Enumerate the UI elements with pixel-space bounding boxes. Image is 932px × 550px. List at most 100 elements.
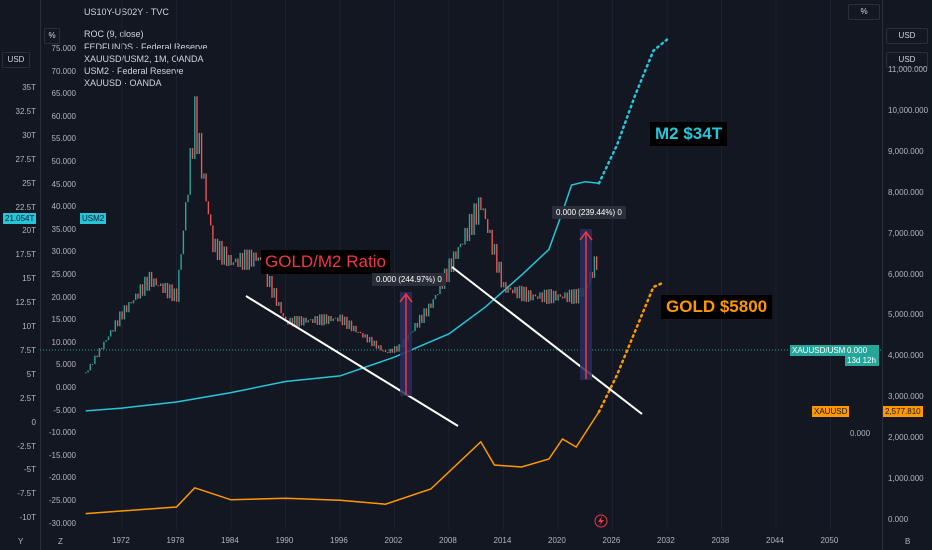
ratio-candle [207,201,210,215]
percent-axis-tick: 35.000 [51,224,76,234]
gold-axis-tick: 8,000.000 [888,187,924,197]
ratio-candle [139,284,141,299]
ratio-candle [160,283,162,286]
ratio-candle [389,348,391,354]
ratio-candle [112,330,114,332]
time-axis-tick: 1972 [112,536,130,545]
ratio-candle [534,294,537,297]
gold-axis-tick: 3,000.000 [888,392,924,402]
lightning-icon[interactable] [594,514,608,528]
m2-axis-tick: -2.5T [17,441,36,451]
ratio-candle [135,293,137,301]
ratio-candle [446,268,448,282]
ratio-candle [141,284,144,296]
ratio-candle [484,208,487,220]
m2-target-label[interactable]: M2 $34T [650,122,728,146]
ratio-candle [537,296,539,299]
ratio-candle [289,317,291,325]
bottom-b-button[interactable]: B [905,537,911,546]
percent-axis-tick: 50.000 [51,157,76,166]
ratio-candle [396,346,398,352]
ratio-candle [130,302,132,304]
ratio-candle [237,258,239,267]
fedfunds-label[interactable]: FEDFUNDS · Federal Reserve [84,42,208,49]
measure-label-1[interactable]: 0.000 (244.97%) 0 [372,273,446,286]
ratio-candle [246,249,248,270]
ratio-candle [119,311,121,327]
xauusd-projection-line[interactable] [597,281,664,414]
ratio-candle [146,276,148,291]
trendline-2[interactable] [451,266,643,415]
gold-axis-tick: 11,000.000 [888,65,928,74]
ratio-candle [203,173,205,179]
ratio-candle [173,288,175,302]
m2-axis-tick: 15T [22,274,36,284]
m2-axis-tick: -10T [19,513,36,523]
ratio-candle [137,293,139,299]
ratio-candle [512,289,514,294]
currency-button-left[interactable]: USD [2,52,30,68]
ratio-candle [382,350,384,352]
ratio-candle [482,208,484,211]
ratio-candle [182,230,185,255]
m2-axis-tick: -7.5T [17,489,36,499]
top-pane-symbol[interactable]: US10Y-US02Y · TVC [84,7,169,17]
percent-axis-tick: 10.000 [51,337,76,347]
ratio-candle [552,290,555,304]
ratio-candle [162,283,164,293]
bottom-z-button[interactable]: Z [58,537,63,546]
usm2-projection-line[interactable] [597,38,669,185]
currency-button-right[interactable]: USD [886,52,928,68]
ratio-candle [132,300,135,304]
ratio-candle [332,318,334,322]
ratio-candle [253,252,255,267]
ratio-candle [125,305,128,313]
percent-axis-tick: 20.000 [51,292,76,302]
main-symbol-label[interactable]: XAUUSD/USM2, 1M, OANDA [84,54,204,64]
percent-scale-button-right[interactable]: % [848,4,880,20]
m2-axis-tick: 20T [22,226,36,236]
ratio-candle [205,173,207,202]
ratio-candle [496,243,498,273]
ratio-candle [101,348,103,350]
ratio-candle [525,286,527,302]
roc-indicator-label[interactable]: ROC (9, close) [84,29,144,39]
gold-m2-ratio-label[interactable]: GOLD/M2 Ratio [261,250,390,274]
ratio-candle [593,256,596,278]
percent-scale-button-left[interactable]: % [44,28,60,44]
percent-axis-tick: 5.000 [55,360,76,370]
ratio-candle [239,252,241,267]
ratio-candle [359,331,362,334]
ratio-candle [416,322,418,328]
ratio-candle [284,316,287,321]
top-toolbar [0,0,932,24]
percent-axis-tick: 60.000 [51,111,76,121]
xauusd-legend-label[interactable]: XAUUSD · OANDA [84,78,162,88]
gold-target-label[interactable]: GOLD $5800 [661,295,773,319]
ratio-candle [94,355,96,364]
usm2-legend-label[interactable]: USM2 · Federal Reserve [84,66,184,76]
ratio-candle [591,272,593,278]
ratio-candle [353,325,355,332]
ratio-candle [568,289,571,302]
ratio-candle [350,320,353,332]
currency-button-right-top[interactable]: USD [886,28,928,44]
ratio-candle [319,314,321,325]
ratio-candle [539,292,541,299]
ratio-candle [378,345,380,349]
gold-name-badge: XAUUSD [812,406,850,417]
ratio-candle [423,308,425,323]
ratio-candle [107,336,110,341]
usm2-series-line[interactable] [85,180,599,412]
percent-axis-tick: -25.000 [48,496,76,505]
right-price-axis [882,0,932,550]
xauusd-series-line[interactable] [85,411,600,515]
measure-label-2[interactable]: 0.000 (239.44%) 0 [552,206,626,219]
bottom-y-button[interactable]: Y [18,537,24,546]
ratio-candle [566,292,568,303]
trendline-1[interactable] [245,295,459,427]
ratio-candle [337,317,339,322]
m2-axis-tick: 2.5T [19,393,36,403]
ratio-candle [225,246,228,266]
